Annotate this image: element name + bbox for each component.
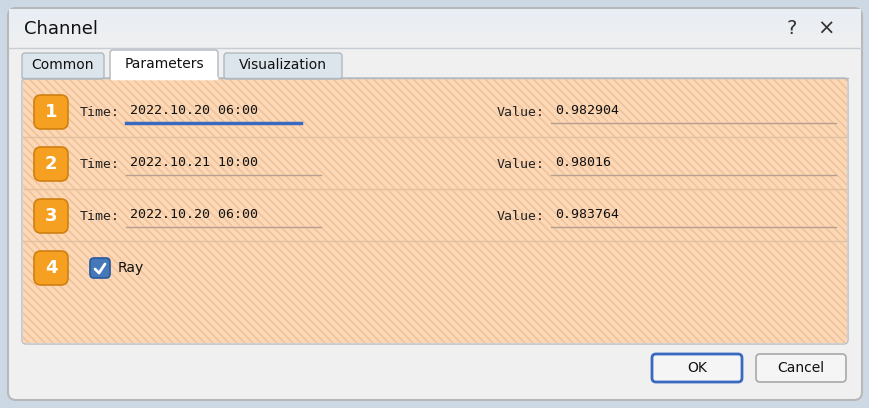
Bar xyxy=(9,13,860,14)
Text: Time:: Time: xyxy=(80,157,120,171)
Bar xyxy=(9,24,860,25)
FancyBboxPatch shape xyxy=(90,258,109,278)
Bar xyxy=(9,38,860,39)
Bar xyxy=(23,79,846,343)
FancyBboxPatch shape xyxy=(34,251,68,285)
FancyBboxPatch shape xyxy=(34,199,68,233)
Bar xyxy=(9,36,860,37)
FancyBboxPatch shape xyxy=(223,53,342,79)
Text: Value:: Value: xyxy=(496,209,544,222)
Bar xyxy=(9,34,860,35)
Bar xyxy=(9,10,860,11)
Bar xyxy=(9,42,860,43)
Bar xyxy=(9,48,860,49)
Text: 3: 3 xyxy=(44,207,57,225)
Text: Cancel: Cancel xyxy=(777,361,824,375)
Bar xyxy=(9,14,860,15)
Bar xyxy=(9,30,860,31)
Text: 0.983764: 0.983764 xyxy=(554,208,618,220)
Bar xyxy=(9,45,860,46)
Text: 4: 4 xyxy=(44,259,57,277)
Bar xyxy=(9,20,860,21)
Bar xyxy=(9,47,860,48)
FancyBboxPatch shape xyxy=(8,8,861,400)
FancyBboxPatch shape xyxy=(109,50,218,79)
Text: Common: Common xyxy=(31,58,94,72)
Bar xyxy=(9,33,860,34)
Bar xyxy=(9,31,860,32)
Text: Ray: Ray xyxy=(118,261,144,275)
Bar xyxy=(9,16,860,17)
Bar xyxy=(9,35,860,36)
Text: Time:: Time: xyxy=(80,209,120,222)
FancyBboxPatch shape xyxy=(22,78,847,344)
Bar xyxy=(9,32,860,33)
Text: 2022.10.20 06:00: 2022.10.20 06:00 xyxy=(129,104,258,117)
Bar xyxy=(9,26,860,27)
Text: Parameters: Parameters xyxy=(124,57,203,71)
Bar xyxy=(9,22,860,23)
Text: Channel: Channel xyxy=(24,20,98,38)
Text: Time:: Time: xyxy=(80,106,120,118)
Bar xyxy=(9,19,860,20)
FancyBboxPatch shape xyxy=(34,95,68,129)
Bar xyxy=(9,44,860,45)
Bar xyxy=(9,29,860,30)
Bar xyxy=(9,40,860,41)
FancyBboxPatch shape xyxy=(34,147,68,181)
Bar xyxy=(9,28,860,29)
Bar xyxy=(9,41,860,42)
Text: 0.982904: 0.982904 xyxy=(554,104,618,117)
FancyBboxPatch shape xyxy=(755,354,845,382)
Bar xyxy=(9,25,860,26)
Bar xyxy=(9,43,860,44)
Bar xyxy=(9,21,860,22)
Text: 0.98016: 0.98016 xyxy=(554,155,610,169)
Bar xyxy=(9,12,860,13)
Text: Value:: Value: xyxy=(496,106,544,118)
Bar xyxy=(9,37,860,38)
Bar xyxy=(23,79,846,343)
Bar xyxy=(9,39,860,40)
Text: ×: × xyxy=(816,19,833,39)
Text: 1: 1 xyxy=(44,103,57,121)
Bar xyxy=(9,17,860,18)
Bar xyxy=(9,46,860,47)
Text: 2022.10.20 06:00: 2022.10.20 06:00 xyxy=(129,208,258,220)
FancyBboxPatch shape xyxy=(651,354,741,382)
Bar xyxy=(9,18,860,19)
Text: Value:: Value: xyxy=(496,157,544,171)
Text: 2: 2 xyxy=(44,155,57,173)
Bar xyxy=(9,27,860,28)
Bar xyxy=(9,23,860,24)
Text: 2022.10.21 10:00: 2022.10.21 10:00 xyxy=(129,155,258,169)
Bar xyxy=(9,9,860,10)
Text: ?: ? xyxy=(786,20,796,38)
Text: OK: OK xyxy=(687,361,706,375)
FancyBboxPatch shape xyxy=(22,53,104,79)
Text: Visualization: Visualization xyxy=(239,58,327,72)
Bar xyxy=(9,11,860,12)
Bar xyxy=(9,15,860,16)
